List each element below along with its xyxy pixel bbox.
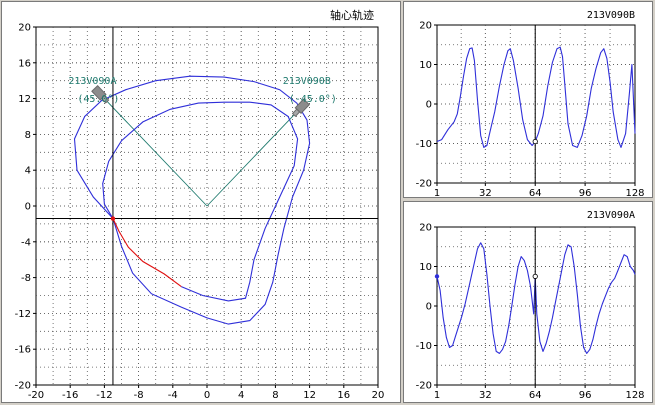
waveform-start-marker [434, 274, 440, 279]
y-tick-label: -8 [21, 273, 31, 284]
orbit-panel: -20 -16 -12 -8 -4 0 4 8 12 16 20 -20 -16 -12 -8 -4 0 4 8 12… [1, 1, 401, 403]
orbit-inner-path [102, 101, 299, 302]
y-tick-label: 4 [25, 166, 31, 177]
cursor-point [532, 273, 538, 279]
probe-tip [291, 108, 301, 118]
x-tick-label: -16 [62, 390, 78, 401]
y-tick-label: -12 [15, 309, 31, 320]
x-tick-label: 128 [625, 390, 644, 401]
y-tick-label: -10 [416, 341, 432, 352]
y-tick-label: 16 [18, 58, 31, 69]
probe-name-label: 213V090A [68, 76, 116, 87]
cursor-marker [110, 216, 116, 221]
x-tick-label: -20 [28, 390, 44, 401]
y-tick-label: 20 [18, 23, 31, 34]
x-tick-label: -12 [96, 390, 112, 401]
probe-sensor-icon [91, 85, 110, 104]
x-tick-label: 96 [579, 188, 592, 197]
orbit-chart: -20 -16 -12 -8 -4 0 4 8 12 16 20 -20 -16 -12 -8 -4 0 4 8 12… [15, 8, 385, 401]
x-tick-label: -4 [168, 390, 178, 401]
waveform-chart-a: 1 32 64 96 128 -20 -10 0 10 20 213V090A [416, 210, 645, 401]
orbit-outer-path [73, 75, 311, 325]
orbit-title: 轴心轨迹 [330, 8, 374, 22]
x-tick-label: 32 [479, 188, 492, 197]
y-tick-label: -20 [416, 381, 432, 392]
probe-direction-line [104, 98, 208, 207]
x-tick-label: 96 [579, 390, 592, 401]
waveform-title: 213V090B [587, 10, 635, 21]
x-tick-label: 20 [372, 390, 385, 401]
x-tick-label: 32 [479, 390, 492, 401]
x-tick-label: 64 [529, 390, 542, 401]
probe-name-label: 213V090B [283, 76, 331, 87]
waveform-line [436, 242, 636, 354]
cursor-point [532, 138, 538, 145]
x-tick-label: 12 [303, 390, 316, 401]
y-tick-label: 8 [25, 130, 31, 141]
x-tick-label: 1 [434, 390, 440, 401]
x-tick-label: 64 [529, 188, 542, 197]
y-tick-label: 10 [419, 262, 432, 273]
probe-angle-label: (-45.0°) [289, 94, 337, 105]
y-tick-label: 20 [419, 21, 432, 32]
y-tick-label: -10 [416, 139, 432, 150]
y-tick-label: 12 [18, 94, 31, 105]
probe-angle-label: (45.0°) [77, 94, 119, 105]
x-tick-label: 16 [337, 390, 350, 401]
y-tick-label: 0 [25, 202, 31, 213]
probe-direction-line [206, 111, 298, 207]
x-tick-label: 128 [625, 188, 644, 197]
y-tick-label: -4 [21, 237, 31, 248]
x-tick-label: 4 [238, 390, 244, 401]
y-tick-label: 0 [426, 302, 432, 313]
probe-sensor-icon [291, 98, 311, 118]
waveform-chart-b: 1 32 64 96 128 -20 -10 0 10 20 213V090B [416, 10, 645, 197]
x-tick-label: 8 [272, 390, 278, 401]
y-tick-label: -16 [15, 345, 31, 356]
y-tick-label: 0 [426, 100, 432, 111]
x-tick-label: -8 [134, 390, 144, 401]
waveform-panel-a: 1 32 64 96 128 -20 -10 0 10 20 213V090A [403, 201, 653, 403]
waveform-panel-b: 1 32 64 96 128 -20 -10 0 10 20 213V090B [403, 1, 653, 198]
x-tick-label: 1 [434, 188, 440, 197]
waveform-title: 213V090A [587, 210, 635, 221]
y-tick-label: 10 [419, 60, 432, 71]
orbit-highlight-path [112, 218, 182, 288]
y-tick-label: -20 [15, 381, 31, 392]
y-tick-label: 20 [419, 223, 432, 234]
y-tick-label: -20 [416, 179, 432, 190]
probe-tip [100, 95, 110, 104]
x-tick-label: 0 [204, 390, 210, 401]
